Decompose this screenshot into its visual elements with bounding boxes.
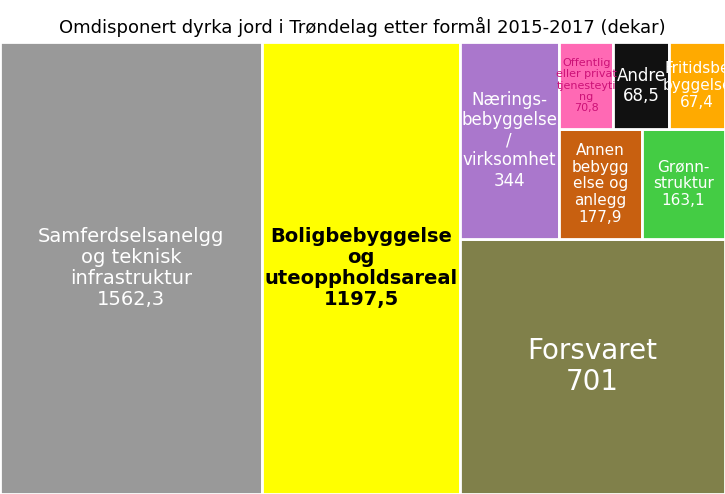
Bar [669,42,725,129]
Text: Grønn-
struktur
163,1: Grønn- struktur 163,1 [653,160,713,208]
Text: Omdisponert dyrka jord i Trøndelag etter formål 2015-2017 (dekar): Omdisponert dyrka jord i Trøndelag etter… [59,17,666,38]
Bar [559,129,642,239]
Bar [613,42,669,129]
Text: Nærings-
bebyggelse
/
virksomhet
344: Nærings- bebyggelse / virksomhet 344 [461,91,558,190]
Text: Forsvaret
701: Forsvaret 701 [527,336,658,396]
Bar [262,42,460,494]
Text: Samferdselsanelgg
og teknisk
infrastruktur
1562,3: Samferdselsanelgg og teknisk infrastrukt… [38,227,225,309]
Bar [0,42,262,494]
Bar [559,42,613,129]
Text: Annen
bebygg
else og
anlegg
177,9: Annen bebygg else og anlegg 177,9 [571,143,629,225]
Text: Fritidsbe
byggelse
67,4: Fritidsbe byggelse 67,4 [663,61,725,110]
Text: Boligbebyggelse
og
uteoppholdsareal
1197,5: Boligbebyggelse og uteoppholdsareal 1197… [265,227,457,309]
Bar [460,42,559,239]
Bar [460,239,725,494]
Text: Andre
68,5: Andre 68,5 [617,67,666,105]
Text: Offentlig
eller privat
tjenesteyti
ng
70,8: Offentlig eller privat tjenesteyti ng 70… [556,58,616,113]
Bar [642,129,725,239]
